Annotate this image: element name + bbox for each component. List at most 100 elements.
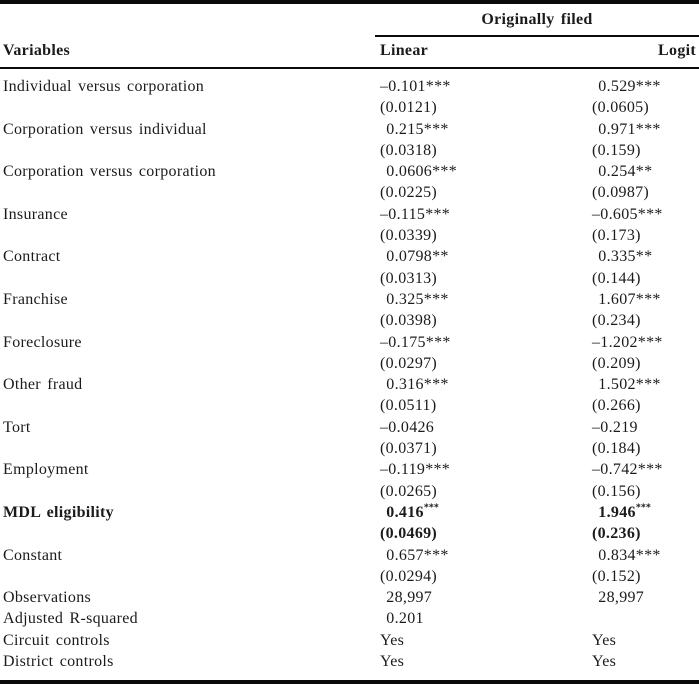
- std-error-value: (0.0987): [592, 184, 650, 202]
- std-error-value: (0.156): [592, 482, 641, 500]
- col-header-variables: Variables: [0, 36, 375, 69]
- std-error-value: (0.0265): [380, 482, 438, 500]
- coefficient-value: 0.657***: [380, 546, 449, 564]
- variable-label: Franchise: [3, 290, 68, 308]
- col-header-logit: Logit: [585, 36, 699, 69]
- std-error-row: (0.0265) (0.156): [0, 481, 699, 502]
- std-error-value: (0.144): [592, 269, 641, 287]
- empty-label-cell: [0, 225, 375, 246]
- coefficient-value: 1.502***: [592, 376, 661, 394]
- coefficient-value: 0.971***: [592, 120, 661, 138]
- summary-row: District controls Yes Yes: [0, 651, 699, 682]
- std-error-value: (0.266): [592, 397, 641, 415]
- std-error-value: (0.0121): [380, 99, 438, 117]
- summary-row: Circuit controls Yes Yes: [0, 630, 699, 651]
- empty-label-cell: [0, 438, 375, 459]
- empty-label-cell: [0, 353, 375, 374]
- std-error-value: (0.0313): [380, 269, 438, 287]
- coefficient-value: –0.119***: [380, 461, 451, 479]
- coefficient-value: 1.946***: [592, 502, 651, 521]
- std-error-value: (0.159): [592, 141, 641, 159]
- variable-label: MDL eligibility: [3, 503, 114, 521]
- coefficient-value: –0.219: [592, 418, 638, 436]
- coefficient-value: 0.834***: [592, 546, 661, 564]
- variable-label: Other fraud: [3, 376, 83, 394]
- coefficient-value: –0.101***: [380, 78, 451, 95]
- table-header: Originally filed Variables Linear Logit: [0, 2, 699, 69]
- significance-stars: ***: [423, 502, 439, 514]
- std-error-value: (0.0469): [380, 525, 438, 543]
- summary-value: Yes: [592, 653, 617, 671]
- std-error-value: (0.173): [592, 227, 641, 245]
- variable-label: Corporation versus individual: [3, 120, 207, 138]
- std-error-value: (0.209): [592, 354, 641, 372]
- summary-label: District controls: [3, 653, 114, 671]
- std-error-row: (0.0398) (0.234): [0, 310, 699, 331]
- empty-label-cell: [0, 182, 375, 203]
- variable-label: Tort: [3, 418, 31, 436]
- std-error-row: (0.0225) (0.0987): [0, 182, 699, 203]
- variable-label: Contract: [3, 248, 61, 266]
- std-error-value: (0.0371): [380, 440, 438, 458]
- std-error-value: (0.152): [592, 567, 641, 585]
- summary-row: Observations 28,997 28,997: [0, 587, 699, 608]
- std-error-value: (0.0605): [592, 99, 650, 117]
- coefficient-value: –0.0426: [380, 418, 435, 436]
- variable-label: Foreclosure: [3, 333, 82, 351]
- std-error-row: (0.0511) (0.266): [0, 395, 699, 416]
- summary-label: Circuit controls: [3, 631, 110, 649]
- variable-label: Corporation versus corporation: [3, 163, 216, 181]
- coefficient-value: 1.607***: [592, 290, 661, 308]
- coefficient-value: –0.175***: [380, 333, 451, 351]
- coefficient-value: –0.742***: [592, 461, 663, 479]
- empty-label-cell: [0, 395, 375, 416]
- std-error-row: (0.0339) (0.173): [0, 225, 699, 246]
- std-error-row: (0.0318) (0.159): [0, 140, 699, 161]
- group-header-originally-filed: Originally filed: [375, 2, 699, 37]
- coefficient-row: MDL eligibility 0.416*** 1.946***: [0, 502, 699, 523]
- std-error-value: (0.184): [592, 440, 641, 458]
- coefficient-value: 0.254**: [592, 163, 653, 181]
- col-header-linear: Linear: [375, 36, 585, 69]
- coefficient-row: Franchise 0.325*** 1.607***: [0, 289, 699, 310]
- coefficient-value: –0.605***: [592, 205, 663, 223]
- empty-label-cell: [0, 481, 375, 502]
- empty-label-cell: [0, 566, 375, 587]
- std-error-value: (0.0294): [380, 567, 438, 585]
- coefficient-value: 0.215***: [380, 120, 449, 138]
- variable-label: Insurance: [3, 205, 68, 223]
- summary-row: Adjusted R-squared 0.201: [0, 608, 699, 629]
- coefficient-value: 0.335**: [592, 248, 653, 266]
- coefficient-row: Tort –0.0426 –0.219: [0, 417, 699, 438]
- summary-value: 0.201: [380, 610, 424, 628]
- summary-label: Observations: [3, 589, 92, 607]
- std-error-row: (0.0469) (0.236): [0, 523, 699, 544]
- std-error-value: (0.0511): [380, 397, 437, 415]
- summary-value: 28,997: [592, 589, 645, 607]
- summary-value: 28,997: [380, 589, 433, 607]
- summary-label: Adjusted R-squared: [3, 610, 138, 628]
- group-header-row: Originally filed: [0, 2, 699, 37]
- significance-stars: ***: [635, 502, 651, 514]
- std-error-value: (0.236): [592, 525, 641, 543]
- coefficient-row: Constant 0.657*** 0.834***: [0, 545, 699, 566]
- std-error-value: (0.234): [592, 312, 641, 330]
- std-error-value: (0.0225): [380, 184, 438, 202]
- column-header-row: Variables Linear Logit: [0, 36, 699, 69]
- coefficient-value: –1.202***: [592, 333, 663, 351]
- coefficient-value: –0.115***: [380, 205, 451, 223]
- empty-label-cell: [0, 97, 375, 118]
- variable-label: Individual versus corporation: [3, 78, 205, 95]
- std-error-value: (0.0297): [380, 354, 438, 372]
- coefficient-value: 0.325***: [380, 290, 449, 308]
- blank-header-cell: [0, 2, 375, 36]
- std-error-row: (0.0313) (0.144): [0, 268, 699, 289]
- empty-label-cell: [0, 268, 375, 289]
- coefficient-row: Other fraud 0.316*** 1.502***: [0, 374, 699, 395]
- std-error-row: (0.0297) (0.209): [0, 353, 699, 374]
- std-error-row: (0.0121) (0.0605): [0, 97, 699, 118]
- coefficient-row: Individual versus corporation –0.101*** 0…: [0, 68, 699, 97]
- summary-value: [585, 608, 699, 629]
